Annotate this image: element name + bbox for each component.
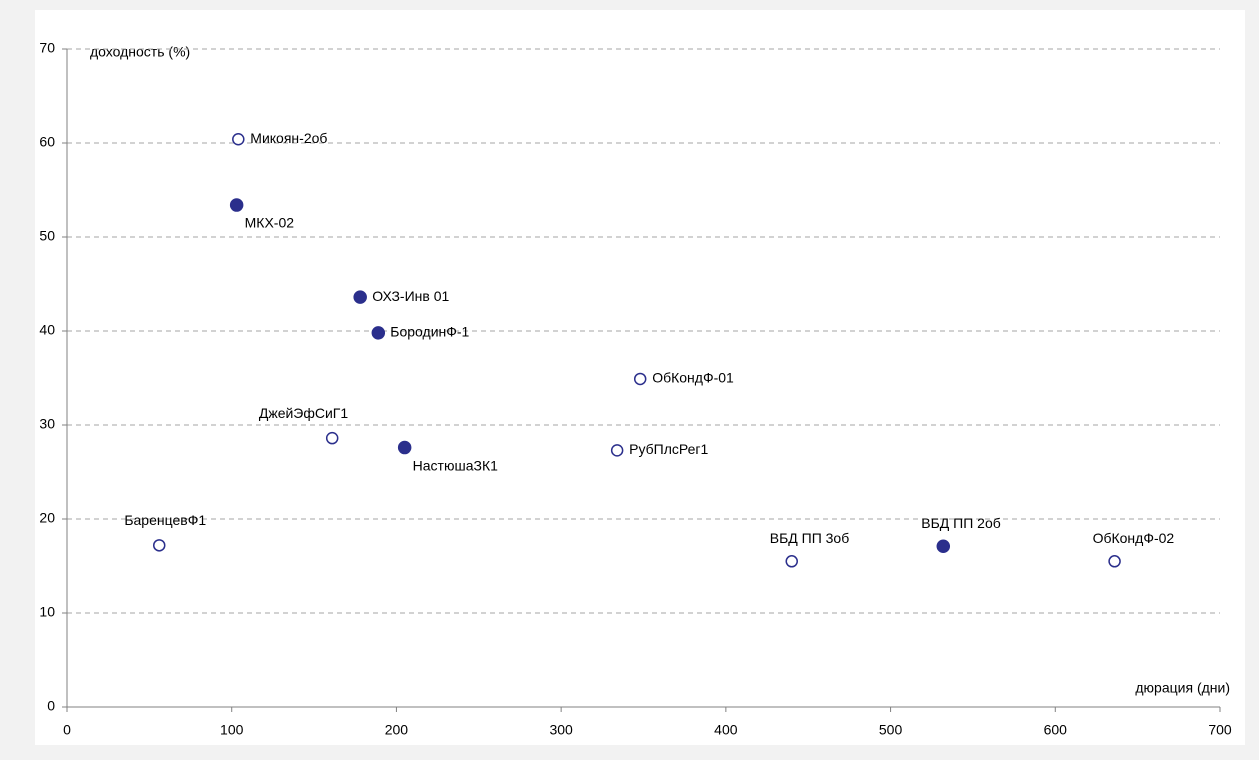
point-label: Микоян-2об xyxy=(250,130,327,146)
point-label: ВБД ПП 3об xyxy=(770,530,850,546)
point xyxy=(936,539,951,554)
y-tick-label: 10 xyxy=(39,604,55,620)
point xyxy=(633,372,647,386)
point-label: МКХ-02 xyxy=(245,215,295,231)
point-label: ДжейЭфСиГ1 xyxy=(259,405,349,421)
x-tick-label: 600 xyxy=(1044,722,1068,738)
x-tick-label: 200 xyxy=(385,722,409,738)
x-tick-label: 500 xyxy=(879,722,903,738)
y-tick-label: 60 xyxy=(39,134,55,150)
x-tick-label: 100 xyxy=(220,722,244,738)
point xyxy=(152,539,166,552)
point-label: НастюшаЗК1 xyxy=(413,457,498,473)
point-label: БаренцевФ1 xyxy=(124,512,206,528)
x-tick-label: 400 xyxy=(714,722,738,738)
point xyxy=(325,431,339,445)
x-tick-label: 700 xyxy=(1208,722,1232,738)
point xyxy=(397,440,412,455)
y-tick-label: 30 xyxy=(39,416,55,432)
x-tick-label: 0 xyxy=(63,722,71,738)
point-label: ОбКондФ-02 xyxy=(1093,530,1175,546)
point xyxy=(610,444,624,457)
point-label: ОбКондФ-01 xyxy=(652,370,734,386)
y-tick-label: 0 xyxy=(47,698,55,714)
y-tick-label: 70 xyxy=(39,40,55,56)
point xyxy=(353,290,367,304)
point xyxy=(371,326,386,340)
point xyxy=(785,555,798,568)
point-label: РубПлсРег1 xyxy=(629,441,708,457)
point-label: ВБД ПП 2об xyxy=(921,515,1001,531)
y-axis-title: доходность (%) xyxy=(90,44,190,60)
x-tick-label: 300 xyxy=(549,722,573,738)
y-tick-label: 20 xyxy=(39,510,55,526)
point-label: ОХЗ-Инв 01 xyxy=(372,288,449,304)
y-tick-label: 40 xyxy=(39,322,55,338)
point xyxy=(232,132,245,146)
point xyxy=(229,198,244,212)
point-label: БородинФ-1 xyxy=(390,324,469,340)
y-tick-label: 50 xyxy=(39,228,55,244)
point xyxy=(1108,555,1121,568)
x-axis-title: дюрация (дни) xyxy=(1135,680,1230,696)
